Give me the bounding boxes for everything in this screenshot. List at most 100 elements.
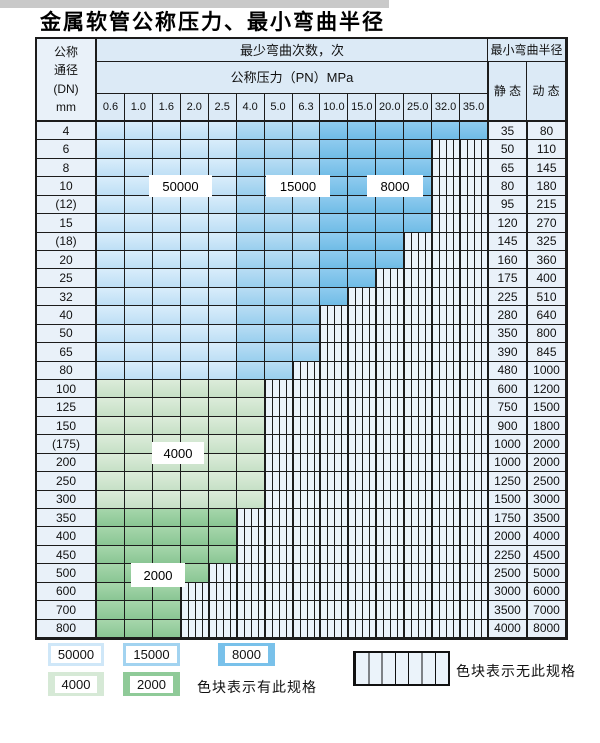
no-spec-cell [292,490,321,509]
static-radius-cell: 160 [488,251,527,270]
spec-cell [180,251,209,270]
no-spec-cell [264,472,293,491]
no-spec-cell [292,582,321,602]
spec-cell [320,214,349,233]
no-spec-cell [236,564,265,583]
dn-cell: 700 [37,601,97,620]
no-spec-cell [292,472,321,491]
pn-header: 公称压力（PN）MPa [97,62,488,94]
spec-cell [208,214,237,233]
spec-cell [180,509,209,528]
spec-cell [208,195,237,215]
dn-cell: 20 [37,251,97,270]
dn-column-header: 公称 通径 (DN) mm [37,39,97,122]
spec-cell [236,324,265,344]
static-radius-cell: 225 [488,287,527,307]
spec-cell [292,140,321,159]
spec-cell [97,509,125,528]
dynamic-radius-header: 动 态 [527,62,566,122]
spec-cell [180,232,209,251]
spec-cell [320,122,349,141]
no-spec-cell [404,545,433,565]
no-spec-cell [292,619,321,638]
static-radius-cell: 390 [488,343,527,362]
no-spec-cell [348,527,377,546]
no-spec-cell [376,380,405,399]
no-spec-cell [264,564,293,583]
no-spec-cell [460,343,488,362]
spec-cell [124,140,153,159]
dn-header-line: mm [56,100,76,115]
spec-cell [404,140,433,159]
spec-cell [152,251,181,270]
pn-value-cell: 4.0 [236,94,265,122]
spec-cell [264,140,293,159]
no-spec-cell [348,380,377,399]
spec-cell [320,287,349,307]
spec-cell [348,214,377,233]
legend-has-spec-note: 色块表示有此规格 [197,679,317,695]
legend-swatch-4000: 4000 [48,672,104,696]
no-spec-cell [432,232,461,251]
spec-cell [97,140,125,159]
no-spec-cell [320,601,349,620]
static-radius-cell: 1250 [488,472,527,491]
no-spec-cell [404,601,433,620]
spec-cell [264,306,293,325]
spec-cell [97,490,125,509]
no-spec-cell [432,545,461,565]
spec-cell [180,122,209,141]
spec-cell [208,343,237,362]
spec-cell [376,251,405,270]
no-spec-cell [460,619,488,638]
spec-cell [124,380,153,399]
static-radius-cell: 2500 [488,564,527,583]
spec-cell [460,122,488,141]
spec-cell [180,269,209,288]
no-spec-cell [432,564,461,583]
pn-value-cell: 1.6 [152,94,181,122]
spec-cell [292,214,321,233]
no-spec-cell [348,306,377,325]
dn-cell: 200 [37,453,97,473]
dn-cell: 125 [37,398,97,417]
no-spec-cell [460,306,488,325]
static-radius-cell: 2250 [488,545,527,565]
spec-cell [97,380,125,399]
static-radius-cell: 1000 [488,453,527,473]
spec-cell [124,472,153,491]
dynamic-radius-cell: 360 [527,251,566,270]
no-spec-cell [376,269,405,288]
static-radius-cell: 65 [488,158,527,178]
no-spec-cell [404,490,433,509]
no-spec-cell [348,343,377,362]
no-spec-cell [376,324,405,344]
no-spec-cell [432,453,461,473]
spec-cell [97,251,125,270]
legend-swatch-label: 15000 [126,646,177,663]
dn-header-line: 通径 [53,63,78,78]
no-spec-cell [236,582,265,602]
no-spec-cell [292,361,321,380]
spec-cell [180,343,209,362]
spec-cell [208,361,237,380]
spec-cell [124,490,153,509]
no-spec-cell [348,416,377,436]
dynamic-radius-cell: 640 [527,306,566,325]
spec-cell [97,287,125,307]
no-spec-cell [460,158,488,178]
spec-cell [124,601,153,620]
pn-value-cell: 1.0 [124,94,153,122]
no-spec-cell [264,582,293,602]
spec-cell [124,509,153,528]
spec-cell [152,343,181,362]
spec-cell [264,324,293,344]
no-spec-cell [432,195,461,215]
no-spec-cell [432,306,461,325]
spec-cell [180,472,209,491]
spec-cell [376,232,405,251]
radius-header: 最小弯曲半径 [488,39,566,62]
dynamic-radius-cell: 3500 [527,509,566,528]
spec-cell [208,122,237,141]
spec-cell [208,435,237,454]
